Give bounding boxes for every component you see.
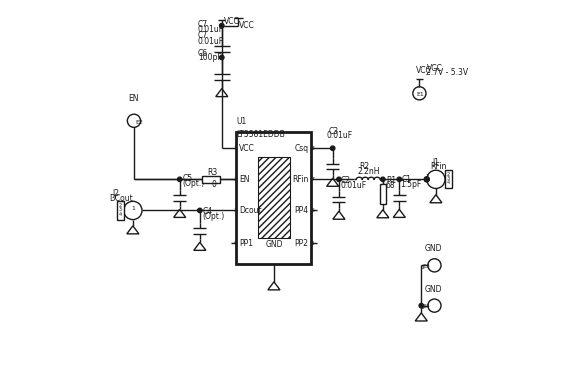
Circle shape <box>424 177 429 182</box>
Text: 1.5pF: 1.5pF <box>401 180 422 189</box>
Bar <box>445 170 452 188</box>
Text: (Opt.): (Opt.) <box>182 179 205 188</box>
Text: EN: EN <box>129 94 139 102</box>
Text: 0: 0 <box>212 180 217 189</box>
Text: 2: 2 <box>233 177 237 182</box>
Circle shape <box>424 177 429 182</box>
Text: 2.7V - 5.3V: 2.7V - 5.3V <box>426 68 468 77</box>
Circle shape <box>337 177 341 182</box>
Text: VCC: VCC <box>223 17 239 26</box>
Text: 1: 1 <box>420 305 424 310</box>
Circle shape <box>380 177 385 182</box>
Text: Csq: Csq <box>294 144 309 153</box>
Text: LT5581EDDB: LT5581EDDB <box>236 130 285 139</box>
Circle shape <box>219 55 224 60</box>
Bar <box>380 184 386 204</box>
Text: C7: C7 <box>198 20 208 29</box>
Text: 100pF: 100pF <box>198 53 222 62</box>
Text: 1: 1 <box>425 173 429 179</box>
Text: C3: C3 <box>329 127 339 135</box>
Text: GND: GND <box>425 244 442 253</box>
Text: PP4: PP4 <box>294 206 309 215</box>
Text: VCC: VCC <box>416 66 431 75</box>
Text: C4: C4 <box>203 207 213 216</box>
Text: 7: 7 <box>311 177 315 182</box>
Text: VCC: VCC <box>239 21 255 30</box>
Text: 3: 3 <box>119 207 122 212</box>
Text: R3: R3 <box>207 168 217 177</box>
Text: 4: 4 <box>119 212 122 217</box>
Text: C5: C5 <box>182 174 193 183</box>
Text: RFin: RFin <box>430 163 447 171</box>
Text: E3: E3 <box>423 264 431 269</box>
Text: RFin: RFin <box>292 175 309 184</box>
Text: E4: E4 <box>423 304 431 309</box>
Text: C1: C1 <box>401 175 411 184</box>
Text: VCC: VCC <box>427 64 442 72</box>
Text: U1: U1 <box>236 117 247 126</box>
Text: 2: 2 <box>447 172 450 177</box>
Circle shape <box>219 23 224 28</box>
Text: 4: 4 <box>447 180 450 186</box>
Text: C2: C2 <box>340 176 351 185</box>
Text: 2.2nH: 2.2nH <box>357 167 380 176</box>
Text: PP2: PP2 <box>295 239 309 248</box>
Text: 68: 68 <box>386 181 395 190</box>
Text: E2: E2 <box>136 120 144 125</box>
Text: (Opt.): (Opt.) <box>203 212 225 221</box>
Text: 6: 6 <box>311 208 314 213</box>
Text: GND: GND <box>265 240 283 249</box>
Text: J1: J1 <box>433 158 439 167</box>
Text: J2: J2 <box>113 189 120 198</box>
Circle shape <box>419 303 423 308</box>
Circle shape <box>331 146 335 150</box>
Circle shape <box>197 208 202 213</box>
Bar <box>117 201 124 220</box>
Text: 0.01uF: 0.01uF <box>198 37 224 45</box>
Text: 1: 1 <box>233 146 237 151</box>
Text: E1: E1 <box>416 92 424 97</box>
Text: PP1: PP1 <box>239 239 254 248</box>
Text: C6: C6 <box>198 49 208 57</box>
Bar <box>201 176 220 183</box>
Text: 1: 1 <box>420 265 424 270</box>
Text: 2: 2 <box>119 203 122 208</box>
Text: Dcout: Dcout <box>239 206 262 215</box>
Text: R2: R2 <box>359 162 369 171</box>
Text: 4: 4 <box>233 241 237 246</box>
Text: 0.01uF: 0.01uF <box>198 25 224 34</box>
Circle shape <box>178 177 182 182</box>
Text: 3: 3 <box>447 176 450 181</box>
Text: EN: EN <box>239 175 250 184</box>
Bar <box>258 157 290 238</box>
Text: DCout: DCout <box>109 194 133 202</box>
Text: 3: 3 <box>233 208 237 213</box>
Text: 5: 5 <box>311 241 314 246</box>
Text: C7: C7 <box>198 31 208 40</box>
Text: 0.01uF: 0.01uF <box>326 131 352 140</box>
Circle shape <box>397 177 401 182</box>
Bar <box>236 132 312 264</box>
Text: VCC: VCC <box>239 144 255 153</box>
Text: GND: GND <box>425 285 442 294</box>
Text: 8: 8 <box>311 146 314 151</box>
Text: R1: R1 <box>386 176 396 185</box>
Text: 0.01uF: 0.01uF <box>340 181 366 190</box>
Text: 1: 1 <box>131 206 135 211</box>
